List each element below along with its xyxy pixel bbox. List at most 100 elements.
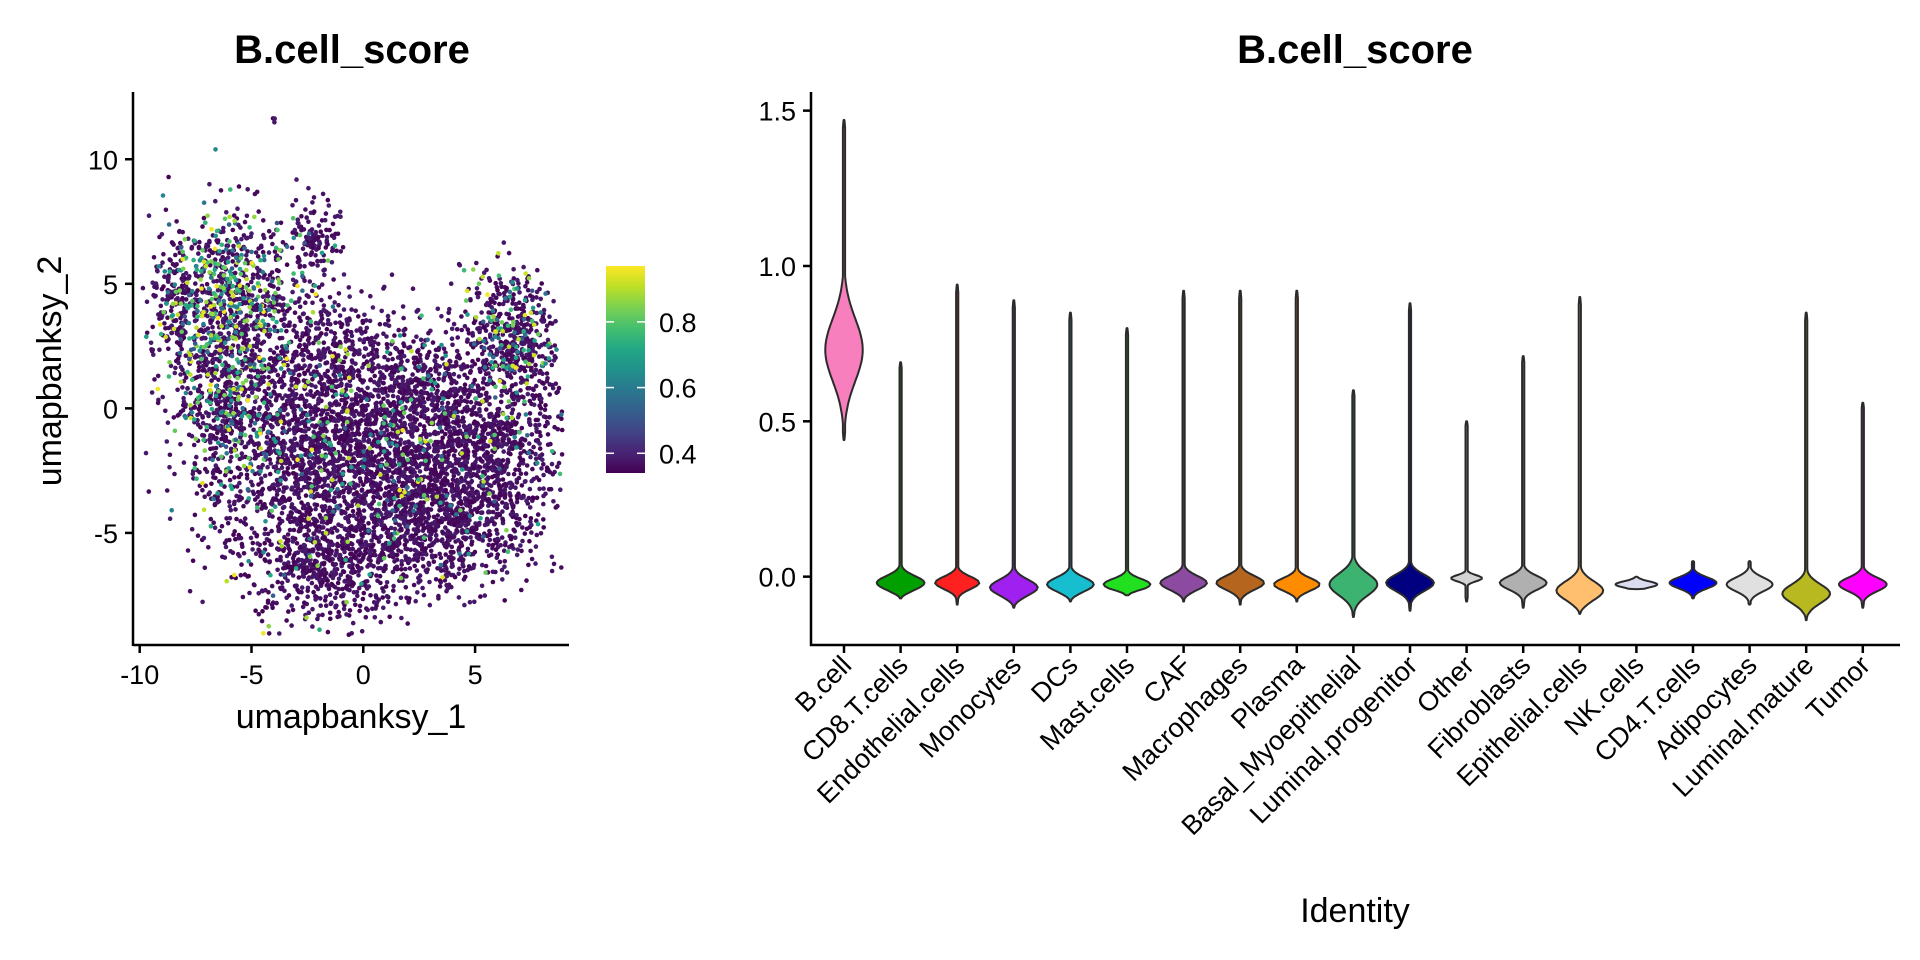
umap-point (208, 440, 213, 445)
umap-point (449, 468, 455, 474)
umap-point (507, 427, 512, 433)
umap-point (540, 371, 545, 377)
umap-point (329, 409, 335, 414)
umap-point (167, 464, 172, 470)
umap-point (537, 286, 542, 292)
umap-point (335, 534, 341, 540)
umap-point (232, 318, 238, 324)
umap-point (385, 345, 390, 351)
umap-point (505, 404, 510, 410)
umap-point (210, 360, 215, 366)
umap-point (318, 580, 323, 586)
umap-point (505, 420, 510, 425)
umap-point (497, 419, 503, 425)
umap-point (201, 215, 207, 221)
umap-point (223, 434, 229, 440)
umap-point (332, 436, 338, 442)
umap-point (526, 441, 532, 446)
umap-point (310, 624, 315, 629)
umap-point (477, 440, 482, 445)
umap-point (335, 580, 341, 586)
umap-point (348, 525, 353, 530)
umap-point (366, 521, 371, 526)
umap-point (239, 323, 244, 329)
umap-point (398, 418, 403, 424)
umap-point (316, 529, 322, 534)
umap-point (519, 587, 524, 593)
umap-point (307, 476, 312, 481)
umap-point (203, 483, 208, 489)
umap-point (451, 497, 457, 502)
umap-point (354, 446, 359, 451)
umap-point (245, 187, 250, 192)
umap-point (488, 344, 493, 350)
umap-point (317, 445, 322, 451)
umap-point (501, 426, 506, 431)
umap-point (339, 556, 344, 562)
umap-point (559, 427, 565, 433)
umap-point (255, 254, 261, 259)
umap-point (272, 384, 278, 390)
umap-point (411, 582, 417, 588)
umap-point (328, 616, 333, 622)
umap-point (536, 422, 542, 428)
umap-point (515, 321, 520, 326)
umap-point (234, 484, 240, 489)
umap-point (200, 487, 205, 493)
umap-point (180, 408, 186, 413)
umap-point (333, 480, 338, 486)
umap-point (508, 451, 513, 457)
umap-point (235, 206, 240, 211)
umap-point (224, 210, 229, 215)
umap-point (389, 474, 395, 480)
umap-point (290, 539, 296, 544)
umap-point (531, 495, 536, 501)
umap-point (197, 403, 203, 409)
umap-point (512, 439, 517, 445)
umap-point (376, 434, 382, 440)
umap-point (249, 293, 255, 298)
umap-point (266, 590, 271, 595)
umap-point (217, 358, 222, 364)
umap-point (271, 350, 277, 355)
umap-point (339, 409, 345, 415)
umap-points (140, 116, 565, 637)
umap-point (451, 453, 457, 458)
umap-point (485, 450, 491, 456)
umap-point (204, 281, 210, 287)
umap-point (250, 275, 256, 281)
umap-point (446, 443, 451, 448)
umap-point (524, 463, 530, 468)
umap-point (529, 357, 535, 363)
umap-point (211, 520, 216, 525)
umap-point (545, 432, 551, 437)
umap-point (227, 537, 232, 543)
umap-point (144, 330, 150, 336)
umap-point (381, 506, 387, 512)
umap-point (521, 395, 526, 400)
umap-point (329, 526, 334, 532)
umap-point (425, 396, 431, 402)
umap-point (306, 528, 312, 533)
umap-point (203, 356, 209, 362)
umap-point (253, 551, 259, 556)
umap-point (324, 411, 330, 417)
umap-point (344, 612, 349, 617)
umap-point (231, 213, 237, 218)
umap-point (521, 264, 526, 270)
umap-point (409, 460, 414, 466)
umap-point (506, 250, 512, 256)
umap-point (251, 582, 257, 587)
umap-point (552, 469, 557, 475)
umap-point (221, 335, 227, 340)
umap-point (355, 498, 360, 504)
umap-point (266, 250, 272, 255)
umap-point (289, 623, 294, 628)
umap-point (220, 554, 225, 560)
umap-point (405, 429, 411, 435)
umap-point (537, 446, 543, 451)
umap-point (385, 599, 391, 605)
umap-point (240, 594, 246, 600)
umap-point (525, 287, 531, 293)
umap-point (376, 556, 381, 562)
